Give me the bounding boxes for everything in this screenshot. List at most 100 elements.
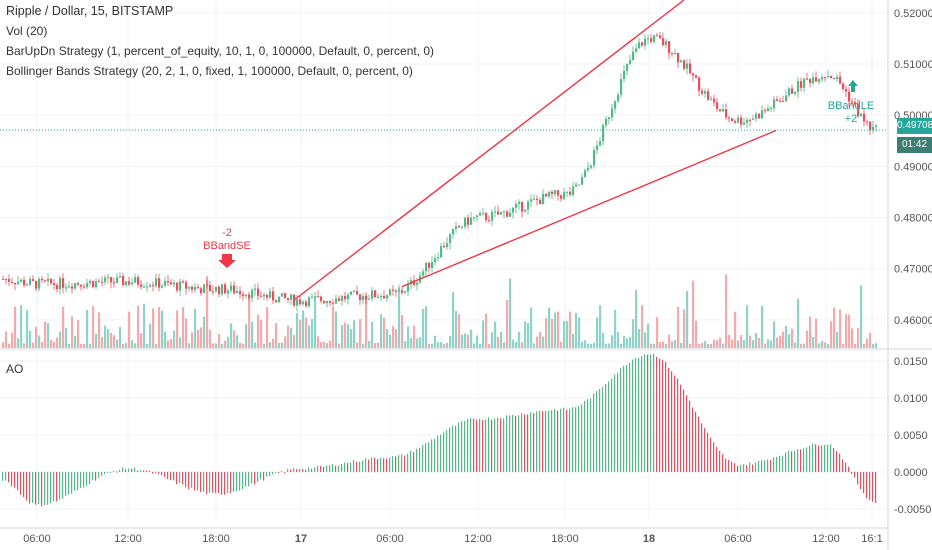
ao-bar [80, 471, 82, 489]
candle-body [275, 300, 278, 303]
volume-bar [692, 280, 695, 348]
candle-body [329, 301, 332, 303]
candle-body [446, 243, 449, 248]
candle-body [164, 281, 167, 286]
volume-bar [203, 316, 206, 348]
ao-bar [782, 455, 784, 472]
barupdn-strategy-label[interactable]: BarUpDn Strategy (1, percent_of_equity, … [6, 44, 435, 58]
volume-bar [227, 336, 230, 348]
ao-bar [164, 471, 166, 478]
candle-body [74, 283, 77, 289]
candle-body [656, 35, 659, 37]
ao-bar [401, 454, 403, 472]
candle-body [404, 291, 407, 293]
ao-bar [815, 444, 817, 472]
volume-bar [440, 342, 443, 348]
volume-bar [638, 329, 641, 348]
candle-body [299, 299, 302, 305]
volume-bar [437, 342, 440, 348]
candle-body [92, 280, 95, 288]
ao-bar [392, 456, 394, 472]
volume-bar [632, 319, 635, 348]
candle-body [422, 271, 425, 276]
ao-bar [806, 447, 808, 472]
candle-body [140, 284, 143, 287]
volume-bar [212, 343, 215, 348]
ao-bar [692, 407, 694, 472]
volume-bar [758, 338, 761, 348]
ao-bar [131, 468, 133, 472]
ao-bar [62, 471, 64, 499]
volume-bar [620, 343, 623, 348]
ao-bar [431, 439, 433, 472]
ao-bar [320, 465, 322, 472]
volume-bar [326, 343, 329, 348]
candle-body [554, 190, 557, 195]
trendlines [294, 0, 777, 300]
ao-bar [698, 416, 700, 472]
candle-body [41, 278, 44, 281]
candle-body [629, 60, 632, 64]
candle-body [821, 77, 824, 80]
volume-bar [299, 319, 302, 348]
ao-bar [515, 415, 517, 472]
volume-bar [803, 343, 806, 348]
candle-body [497, 211, 500, 215]
ao-bar [857, 471, 859, 485]
volume-bar [527, 322, 530, 348]
ao-bar [428, 442, 430, 472]
volume-bar [821, 340, 824, 348]
volume-bar [521, 342, 524, 348]
ao-bar [335, 465, 337, 472]
candle-body [218, 286, 221, 295]
volume-bar [863, 343, 866, 348]
time-tick-label: 16:1 [861, 533, 882, 545]
ao-pane-label[interactable]: AO [6, 362, 24, 376]
candle-body [590, 165, 593, 168]
volume-bar [614, 309, 617, 348]
ao-bar [167, 471, 169, 480]
volume-bar [14, 306, 17, 348]
ao-bar [98, 471, 100, 479]
volume-bar [335, 311, 338, 348]
candle-body [65, 287, 68, 289]
volume-bar [233, 330, 236, 348]
ao-bar [821, 445, 823, 472]
candle-body [125, 281, 128, 285]
volume-bar [317, 336, 320, 348]
price-tick-label: 0.48000 [894, 213, 932, 225]
volume-bar [239, 342, 242, 348]
ao-bar [584, 400, 586, 472]
volume-bar [122, 343, 125, 348]
ao-bar [638, 357, 640, 472]
volume-bar [200, 327, 203, 348]
volume-bar [539, 331, 542, 348]
volume-bar [263, 343, 266, 348]
ao-bar [728, 460, 730, 472]
volume-bar [575, 312, 578, 348]
volume-bar [722, 343, 725, 348]
candle-body [35, 280, 38, 289]
ao-bar [572, 407, 574, 472]
candle-body [782, 101, 785, 103]
candle-body [212, 291, 215, 293]
vol-indicator-label[interactable]: Vol (20) [6, 24, 48, 38]
candle-body [512, 207, 515, 213]
ao-tick-label: 0.0150 [894, 356, 928, 368]
volume-bar [131, 340, 134, 348]
time-tick-label: 18 [643, 533, 655, 545]
candle-body [755, 113, 758, 119]
ao-bar [26, 471, 28, 501]
volume-bar [425, 306, 428, 348]
volume-bar [389, 334, 392, 348]
ao-bar [176, 471, 178, 485]
ao-bar [740, 464, 742, 472]
candle-body [407, 284, 410, 292]
ao-bar [122, 467, 124, 472]
candle-body [98, 281, 101, 283]
volume-bar [734, 311, 737, 348]
volume-bar [188, 343, 191, 348]
ao-bar [623, 365, 625, 472]
bollinger-strategy-label[interactable]: Bollinger Bands Strategy (20, 2, 1, 0, f… [6, 64, 413, 78]
